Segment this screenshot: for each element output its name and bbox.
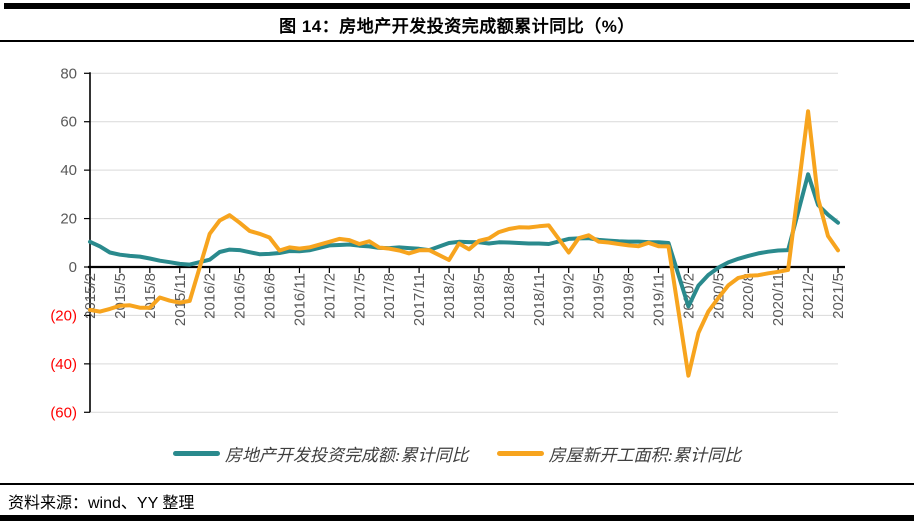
x-tick-label: 2017/8 bbox=[381, 273, 398, 319]
x-tick-label: 2015/11 bbox=[172, 273, 189, 326]
x-tick-label: 2016/2 bbox=[202, 273, 219, 319]
series-line-invest bbox=[88, 172, 840, 309]
y-tick-label: (40) bbox=[50, 356, 77, 373]
series-line-starts bbox=[88, 109, 840, 378]
x-tick-label: 2019/8 bbox=[621, 273, 638, 319]
legend-swatch-invest bbox=[172, 450, 220, 456]
x-tick-label: 2018/5 bbox=[471, 273, 488, 319]
y-tick-label: 40 bbox=[60, 162, 77, 179]
source-divider-rule bbox=[0, 483, 914, 485]
chart-legend: 房地产开发投资完成额:累计同比 房屋新开工面积:累计同比 bbox=[0, 441, 914, 466]
x-tick-label: 2021/2 bbox=[800, 273, 817, 319]
y-tick-label: 80 bbox=[60, 65, 77, 82]
y-tick-label: 60 bbox=[60, 114, 77, 131]
x-tick-label: 2015/5 bbox=[112, 273, 129, 319]
x-tick-label: 2017/2 bbox=[321, 273, 338, 319]
legend-item-starts: 房屋新开工面积:累计同比 bbox=[496, 441, 742, 466]
legend-swatch-starts bbox=[496, 450, 544, 456]
legend-item-invest: 房地产开发投资完成额:累计同比 bbox=[172, 441, 469, 466]
x-tick-label: 2016/11 bbox=[291, 273, 308, 326]
y-tick-label: (60) bbox=[50, 404, 77, 421]
x-tick-label: 2017/5 bbox=[351, 273, 368, 319]
x-tick-label: 2016/5 bbox=[232, 273, 249, 319]
source-text: 资料来源：wind、YY 整理 bbox=[8, 495, 195, 512]
legend-label-starts: 房屋新开工面积:累计同比 bbox=[548, 445, 742, 465]
x-tick-label: 2021/5 bbox=[830, 273, 847, 319]
x-tick-label: 2018/2 bbox=[441, 273, 458, 319]
title-underline-rule bbox=[0, 40, 914, 42]
x-tick-label: 2019/5 bbox=[591, 273, 608, 319]
x-tick-label: 2018/8 bbox=[501, 273, 518, 319]
x-tick-label: 2015/8 bbox=[142, 273, 159, 319]
x-tick-label: 2015/2 bbox=[82, 273, 99, 319]
x-tick-label: 2020/2 bbox=[680, 273, 697, 319]
x-tick-label: 2020/8 bbox=[740, 273, 757, 319]
page-title: 图 14：房地产开发投资完成额累计同比（%） bbox=[279, 17, 635, 36]
top-rule bbox=[4, 3, 910, 9]
x-tick-label: 2018/11 bbox=[531, 273, 548, 326]
y-tick-label: 0 bbox=[69, 259, 77, 276]
x-tick-label: 2017/11 bbox=[411, 273, 428, 326]
x-tick-label: 2016/8 bbox=[262, 273, 279, 319]
chart-canvas: 80 60 40 20 0 (20) (40) (60) 2015/2 2015/5 2015/8 2… bbox=[50, 65, 847, 421]
y-tick-label: (20) bbox=[50, 307, 77, 324]
bottom-rule bbox=[0, 515, 914, 521]
x-tick-label: 2019/2 bbox=[561, 273, 578, 319]
x-tick-label: 2020/11 bbox=[770, 273, 787, 326]
y-tick-label: 20 bbox=[60, 211, 77, 228]
x-tick-label: 2019/11 bbox=[650, 273, 667, 326]
legend-label-invest: 房地产开发投资完成额:累计同比 bbox=[224, 445, 469, 465]
